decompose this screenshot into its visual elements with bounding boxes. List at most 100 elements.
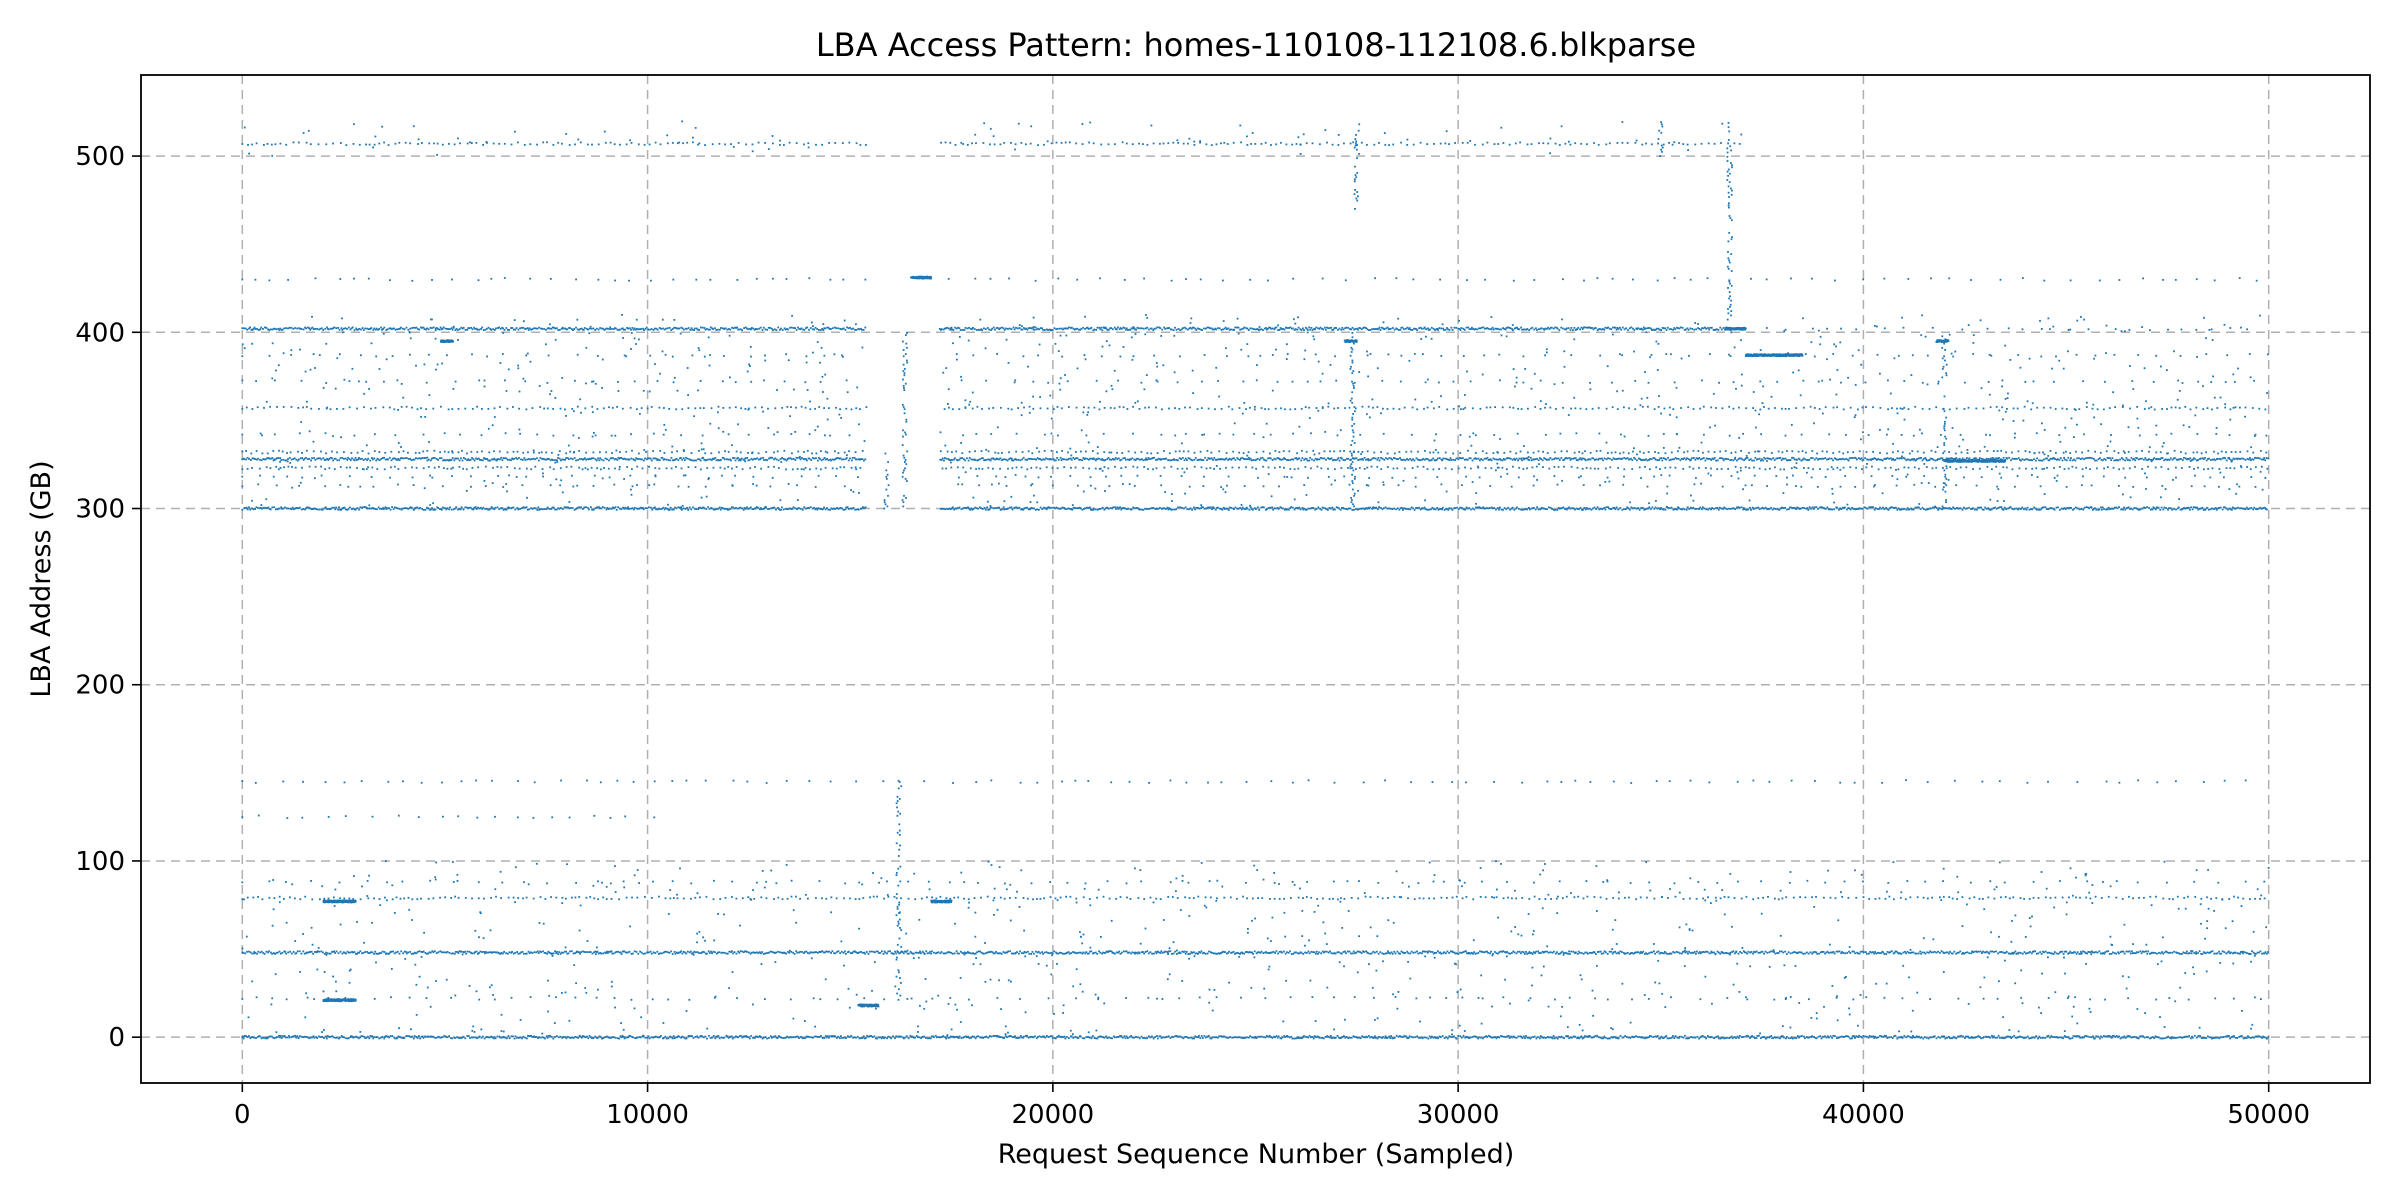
data-point [348, 458, 351, 460]
data-point [1397, 458, 1400, 460]
data-point [1751, 459, 1754, 462]
data-point [415, 326, 418, 329]
data-point [376, 508, 378, 511]
data-point [388, 1036, 391, 1039]
data-point [1132, 506, 1135, 509]
data-point [939, 458, 942, 461]
data-point [343, 458, 345, 460]
data-point [750, 328, 752, 331]
data-point [1720, 457, 1723, 459]
data-point [1502, 508, 1504, 511]
data-point [1374, 277, 1376, 280]
data-point [1608, 142, 1611, 145]
data-point [1664, 508, 1667, 511]
data-point [1413, 327, 1415, 330]
data-point [396, 459, 399, 461]
data-point [276, 1036, 278, 1038]
data-point [1623, 508, 1625, 510]
data-point [2036, 457, 2038, 460]
data-point [1778, 508, 1781, 511]
data-point [492, 142, 495, 145]
data-point [457, 329, 459, 331]
data-point [748, 407, 750, 410]
data-point [789, 326, 791, 329]
data-point [1265, 508, 1268, 510]
data-point [540, 327, 542, 330]
data-point [1008, 458, 1011, 460]
data-point [1264, 141, 1267, 144]
data-point [540, 508, 543, 510]
data-point [399, 1036, 401, 1038]
data-point [308, 457, 311, 460]
data-point [1995, 457, 1997, 460]
data-point [1344, 327, 1347, 329]
data-point [711, 507, 713, 510]
data-point [387, 458, 389, 461]
data-point [1872, 451, 1874, 453]
data-point [1468, 457, 1471, 460]
data-point [303, 457, 306, 460]
data-point [1700, 508, 1703, 511]
data-point [1009, 506, 1011, 509]
data-point [732, 327, 735, 330]
data-point [1821, 506, 1824, 509]
data-point [2189, 457, 2192, 460]
data-point [752, 327, 755, 330]
data-point [975, 329, 978, 331]
data-point [1968, 506, 1970, 509]
data-point [439, 451, 441, 454]
data-point [1093, 406, 1096, 409]
data-point [1656, 279, 1659, 282]
data-point [2223, 456, 2225, 459]
data-point [2216, 458, 2218, 460]
data-point [534, 507, 537, 510]
data-point [1244, 508, 1247, 511]
data-point [1327, 327, 1330, 330]
data-point [1193, 506, 1195, 509]
data-point [1454, 507, 1457, 509]
data-point [993, 507, 996, 510]
data-point [1460, 327, 1463, 329]
data-point [1970, 279, 1972, 281]
data-point [2020, 508, 2022, 510]
data-point [1205, 143, 1208, 146]
data-point [546, 506, 549, 509]
data-point [682, 142, 684, 145]
data-point [1247, 456, 1250, 459]
data-point [1119, 459, 1122, 462]
data-point [1681, 508, 1683, 511]
data-point [699, 326, 702, 329]
data-point [1668, 406, 1671, 409]
data-point [1838, 458, 1841, 460]
data-point [416, 457, 419, 460]
data-point [591, 405, 594, 408]
data-point [1516, 506, 1518, 509]
data-point [1127, 507, 1130, 510]
data-point [309, 143, 312, 146]
data-point [1411, 329, 1414, 331]
data-point [949, 459, 952, 461]
data-point [650, 459, 653, 462]
data-point [371, 457, 373, 459]
data-point [674, 506, 676, 509]
data-point [1451, 329, 1454, 331]
data-point [1589, 451, 1592, 454]
data-point [1076, 507, 1079, 509]
data-point [1347, 327, 1350, 329]
data-point [1563, 458, 1566, 461]
data-point [513, 328, 515, 331]
data-point [1562, 406, 1564, 409]
data-point [1764, 450, 1767, 453]
data-point [704, 452, 707, 455]
data-point [398, 508, 401, 510]
data-point [583, 327, 586, 329]
data-point [1132, 405, 1134, 408]
data-point [708, 508, 711, 510]
data-point [1734, 508, 1737, 511]
data-point [2163, 506, 2166, 509]
data-point [2039, 459, 2042, 462]
data-point [462, 326, 465, 329]
data-point [1416, 408, 1419, 411]
data-point [1549, 507, 1552, 509]
data-point [498, 326, 501, 329]
